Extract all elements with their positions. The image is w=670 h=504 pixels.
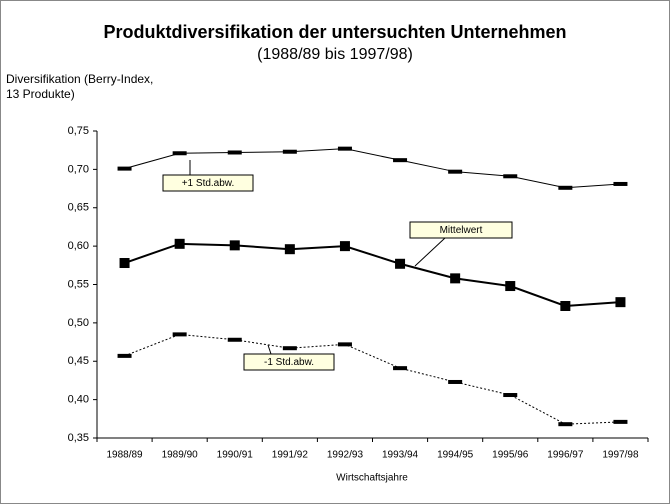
marker	[282, 346, 297, 351]
callout-leader	[267, 344, 272, 355]
marker	[558, 185, 573, 190]
x-tick-label: 1996/97	[547, 450, 584, 461]
x-tick-label: 1989/90	[162, 450, 199, 461]
x-tick-label: 1993/94	[382, 450, 419, 461]
marker	[339, 241, 350, 252]
marker	[282, 149, 297, 154]
y-tick-label: 0,50	[68, 317, 89, 329]
marker	[172, 332, 187, 337]
chart-title: Produktdiversifikation der untersuchten …	[103, 22, 566, 42]
y-tick-label: 0,65	[68, 202, 89, 214]
series-line	[124, 242, 621, 308]
y-tick-label: 0,75	[68, 125, 89, 137]
callout-box	[243, 353, 335, 371]
marker	[393, 158, 408, 163]
marker	[503, 393, 518, 398]
y-tick-label: 0,60	[68, 240, 89, 252]
y-tick-label: 0,70	[68, 163, 89, 175]
y-tick-label: 0,45	[68, 355, 89, 367]
marker	[505, 281, 516, 292]
marker	[174, 238, 185, 249]
marker	[117, 353, 132, 358]
x-axis-label: Wirtschaftsjahre	[336, 473, 408, 484]
callout-box	[162, 174, 254, 192]
x-tick-label: 1995/96	[492, 450, 529, 461]
marker	[450, 273, 461, 284]
marker	[615, 297, 626, 308]
chart-subtitle: (1988/89 bis 1997/98)	[257, 46, 413, 63]
legend-label: -1 Std.abw.	[264, 357, 314, 368]
y-tick-label: 0,40	[68, 394, 89, 406]
marker	[227, 337, 242, 342]
marker	[337, 342, 352, 347]
marker	[613, 181, 628, 186]
y-tick-label: 0,35	[68, 432, 89, 444]
x-tick-label: 1988/89	[106, 450, 143, 461]
marker	[227, 150, 242, 155]
callout-box	[409, 221, 513, 239]
x-tick-label: 1992/93	[327, 450, 364, 461]
marker	[117, 166, 132, 171]
marker	[337, 146, 352, 151]
marker	[558, 422, 573, 427]
marker	[172, 151, 187, 156]
y-tick-label: 0,55	[68, 278, 89, 290]
y-axis-label: Diversifikation (Berry-Index,	[6, 72, 153, 86]
callout-leader	[414, 237, 446, 267]
marker	[448, 169, 463, 174]
marker	[395, 258, 406, 269]
x-tick-label: 1990/91	[217, 450, 254, 461]
x-tick-label: 1991/92	[272, 450, 309, 461]
marker	[393, 366, 408, 371]
marker	[613, 419, 628, 424]
y-axis-label: 13 Produkte)	[6, 87, 75, 101]
legend-label: Mittelwert	[440, 225, 483, 236]
marker	[119, 258, 130, 269]
legend-label: +1 Std.abw.	[182, 178, 235, 189]
x-tick-label: 1994/95	[437, 450, 474, 461]
marker	[560, 300, 571, 311]
x-tick-label: 1997/98	[602, 450, 639, 461]
marker	[448, 379, 463, 384]
series-line	[124, 148, 621, 189]
marker	[284, 244, 295, 255]
marker	[503, 174, 518, 179]
marker	[229, 240, 240, 251]
